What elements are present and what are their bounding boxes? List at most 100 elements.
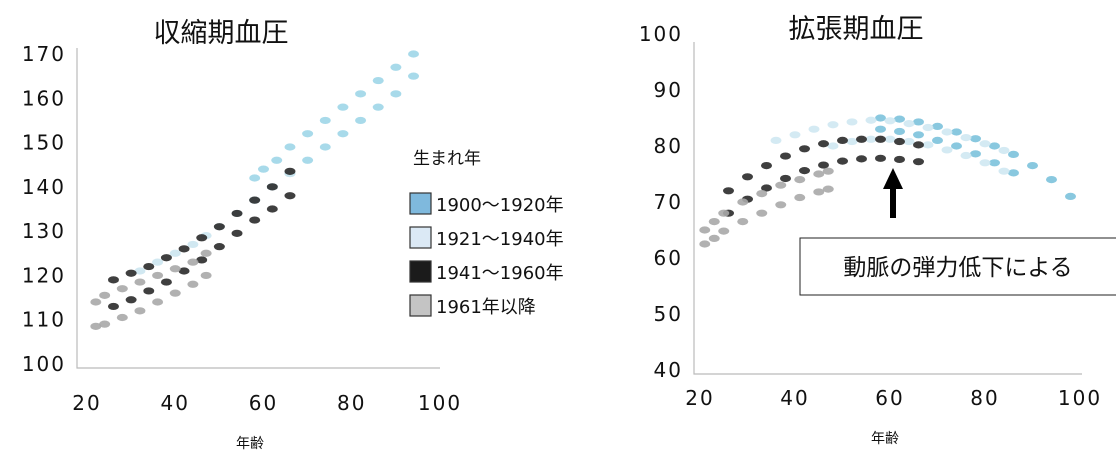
- systolic-axes: [76, 48, 440, 369]
- diastolic-point-s1-8: [922, 123, 934, 132]
- diastolic-point-s1-22: [998, 167, 1010, 175]
- systolic-point-s2-21: [284, 192, 296, 200]
- diastolic-y-tick-70: 70: [654, 190, 683, 214]
- diastolic-point-s0-16: [970, 150, 981, 158]
- diastolic-point-s3-6: [794, 193, 806, 202]
- diastolic-x-tick-80: 80: [970, 386, 999, 410]
- systolic-point-s3-5: [169, 289, 181, 297]
- legend-label-1: 1921～1940年: [436, 229, 564, 250]
- diastolic-point-s1-18: [922, 141, 934, 149]
- diastolic-y-tick-80: 80: [654, 134, 683, 158]
- systolic-point-s0-8: [372, 76, 384, 85]
- systolic-x-tick-80: 80: [337, 391, 366, 415]
- diastolic-point-s0-13: [913, 131, 924, 139]
- systolic-point-s2-4: [178, 245, 190, 253]
- systolic-point-s3-7: [200, 271, 212, 280]
- systolic-point-s3-8: [90, 298, 102, 306]
- diastolic-point-s3-3: [737, 218, 749, 226]
- diastolic-point-s1-11: [979, 140, 991, 148]
- birth-year-legend: 生まれ年 1900～1920年 1921～1940年 1941～1960年 1961年…: [409, 149, 564, 318]
- diastolic-point-s2-10: [913, 141, 924, 149]
- systolic-point-s2-13: [143, 287, 155, 295]
- diastolic-point-s0-5: [970, 135, 981, 143]
- systolic-y-tick-150: 150: [22, 131, 66, 155]
- systolic-point-s2-17: [213, 243, 225, 251]
- diastolic-point-s0-3: [932, 122, 943, 130]
- diastolic-point-s3-7: [813, 188, 825, 196]
- diastolic-point-s0-2: [913, 118, 924, 126]
- diastolic-point-s2-16: [818, 161, 829, 169]
- diastolic-point-s1-1: [789, 131, 801, 139]
- diastolic-point-s0-10: [1065, 192, 1076, 200]
- diastolic-point-s3-4: [756, 209, 768, 217]
- systolic-point-s1-2: [169, 249, 181, 257]
- diastolic-point-s2-2: [761, 162, 772, 170]
- legend-label-2: 1941～1960年: [436, 263, 564, 284]
- diastolic-point-s2-0: [723, 187, 734, 195]
- diastolic-y-tick-40: 40: [654, 358, 683, 382]
- systolic-point-s0-2: [271, 156, 283, 164]
- systolic-point-s0-3: [284, 143, 296, 151]
- diastolic-point-s0-7: [1008, 150, 1019, 158]
- systolic-point-s3-3: [134, 307, 146, 315]
- diastolic-point-s1-17: [903, 137, 915, 146]
- diastolic-point-s1-16: [884, 135, 896, 143]
- diastolic-point-s3-14: [775, 181, 787, 189]
- systolic-point-s3-10: [116, 285, 128, 293]
- diastolic-y-tick-90: 90: [654, 78, 683, 102]
- diastolic-x-tick-60: 60: [875, 386, 904, 410]
- systolic-point-s3-0: [90, 322, 102, 330]
- diastolic-point-s2-9: [894, 137, 905, 146]
- diastolic-point-s3-5: [775, 201, 787, 209]
- systolic-y-tick-110: 110: [22, 308, 66, 332]
- systolic-point-s3-14: [187, 258, 199, 266]
- diastolic-point-s2-18: [856, 155, 867, 163]
- systolic-point-s0-5: [319, 116, 331, 125]
- diastolic-point-s0-11: [875, 125, 886, 133]
- diastolic-point-s1-20: [960, 151, 972, 160]
- systolic-point-s2-18: [231, 229, 243, 237]
- systolic-point-s2-0: [107, 276, 119, 284]
- diastolic-point-s3-16: [813, 170, 825, 178]
- systolic-point-s2-6: [213, 223, 225, 231]
- systolic-point-s2-5: [196, 234, 208, 242]
- diastolic-point-s0-0: [875, 114, 886, 122]
- legend-swatch-1: [409, 226, 432, 249]
- diastolic-point-s1-4: [846, 118, 858, 126]
- diastolic-point-s2-21: [913, 158, 924, 166]
- systolic-point-s1-0: [134, 267, 146, 275]
- systolic-point-s2-8: [249, 196, 261, 204]
- diastolic-point-s2-4: [799, 145, 810, 153]
- systolic-point-s0-0: [249, 174, 261, 182]
- diastolic-point-s2-7: [856, 135, 867, 143]
- systolic-point-s2-16: [196, 256, 208, 264]
- systolic-y-tick-120: 120: [22, 263, 66, 287]
- diastolic-point-s1-10: [960, 134, 972, 142]
- diastolic-point-s3-0: [699, 240, 711, 248]
- diastolic-point-s1-2: [808, 125, 820, 133]
- legend-swatch-2: [409, 260, 432, 283]
- diastolic-point-s3-8: [822, 185, 834, 193]
- diastolic-axes: [693, 42, 1082, 375]
- diastolic-point-s3-15: [794, 176, 806, 184]
- systolic-point-s0-17: [355, 116, 367, 125]
- diastolic-y-tick-100: 100: [639, 22, 683, 46]
- diastolic-x-tick-100: 100: [1058, 386, 1102, 410]
- systolic-chart: 収縮期血圧 100 110 120 130 140 150 160 170 20 40 60 80 1…: [22, 18, 460, 452]
- systolic-y-tick-130: 130: [22, 219, 66, 243]
- diastolic-point-s3-11: [718, 209, 730, 217]
- legend-swatch-3: [409, 294, 432, 317]
- legend-label-3: 1961年以降: [436, 297, 536, 318]
- diastolic-point-s3-10: [708, 218, 720, 226]
- diastolic-point-s3-2: [718, 227, 730, 235]
- diastolic-point-s1-9: [941, 128, 953, 136]
- systolic-point-s2-9: [266, 183, 278, 191]
- diastolic-point-s1-15: [865, 135, 877, 143]
- systolic-point-s2-3: [160, 254, 172, 262]
- systolic-point-s3-11: [134, 278, 146, 286]
- annotation-box: [799, 237, 1116, 296]
- diastolic-point-s3-17: [822, 167, 834, 175]
- diastolic-point-s2-8: [875, 135, 886, 143]
- diastolic-point-s1-7: [903, 120, 915, 128]
- diastolic-point-s2-5: [818, 140, 829, 148]
